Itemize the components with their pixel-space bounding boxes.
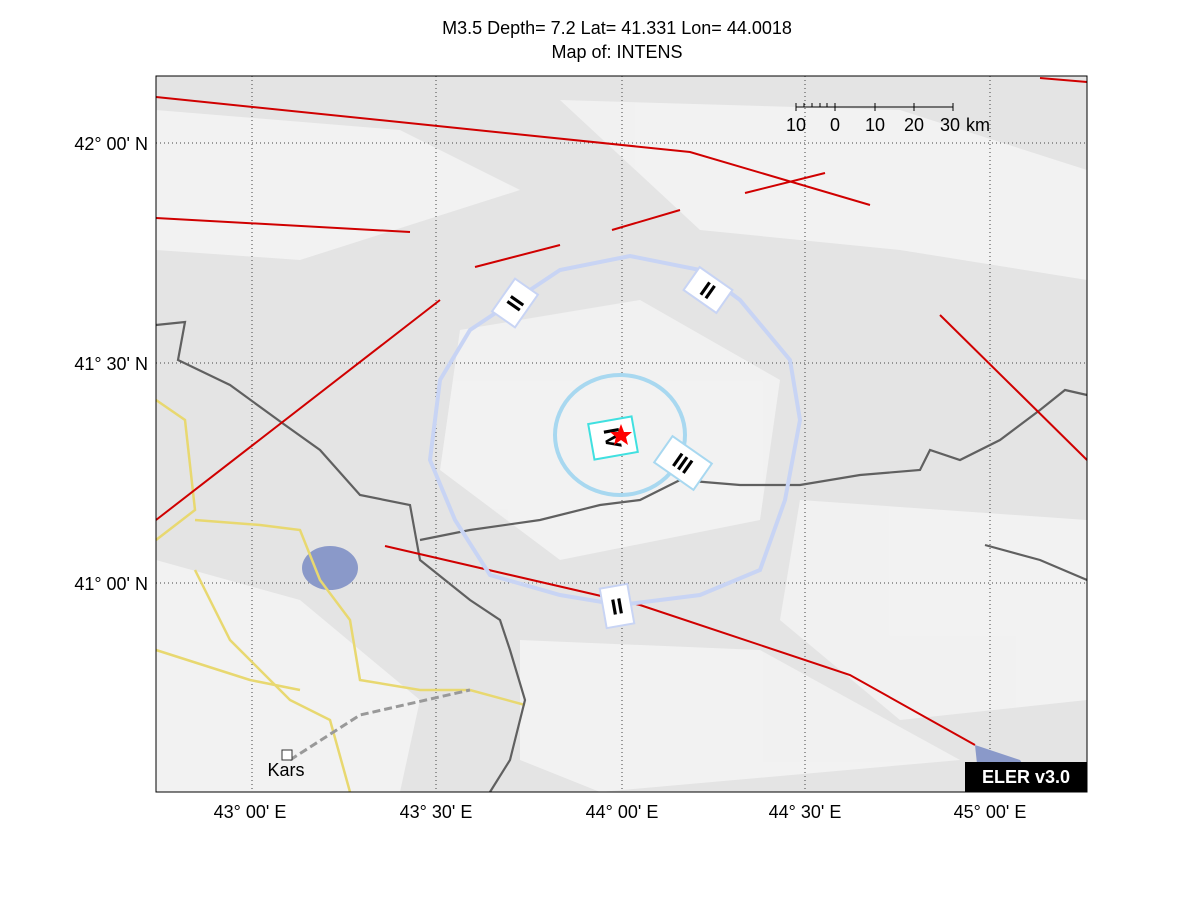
place-label: Kars bbox=[267, 760, 304, 780]
title-line: Map of: INTENS bbox=[551, 42, 682, 62]
scale-label: 10 bbox=[786, 115, 806, 135]
contour bbox=[427, 253, 803, 608]
lat-label: 41° 30' N bbox=[74, 354, 148, 374]
watermark: ELER v3.0 bbox=[982, 767, 1070, 787]
lat-label: 41° 00' N bbox=[74, 574, 148, 594]
map: II II III IV II Kars bbox=[155, 75, 1088, 793]
map-frame bbox=[155, 75, 1088, 793]
contour bbox=[553, 373, 687, 497]
place-marker bbox=[281, 749, 293, 761]
borders bbox=[155, 320, 1088, 793]
lon-label: 44° 30' E bbox=[769, 802, 842, 822]
lat-label: 42° 00' N bbox=[74, 134, 148, 154]
scale-bar: 10 0 10 20 30 km bbox=[786, 103, 990, 135]
title-line: M3.5 Depth= 7.2 Lat= 41.331 Lon= 44.0018 bbox=[442, 18, 792, 38]
scale-label: 20 bbox=[904, 115, 924, 135]
watermark-box bbox=[965, 762, 1087, 792]
roads bbox=[155, 398, 526, 793]
scale-label: 10 bbox=[865, 115, 885, 135]
lon-label: 43° 30' E bbox=[400, 802, 473, 822]
intensity-contours: II II III IV II bbox=[427, 253, 803, 630]
lon-label: 43° 00' E bbox=[214, 802, 287, 822]
terrain bbox=[156, 100, 1087, 792]
lake bbox=[302, 546, 358, 590]
scale-unit: km bbox=[966, 115, 990, 135]
lon-label: 44° 00' E bbox=[586, 802, 659, 822]
lon-label: 45° 00' E bbox=[954, 802, 1027, 822]
faults bbox=[155, 77, 1088, 746]
grid bbox=[156, 76, 1087, 792]
epicenter bbox=[610, 424, 632, 445]
scale-label: 30 bbox=[940, 115, 960, 135]
scale-label: 0 bbox=[830, 115, 840, 135]
contour-label: II bbox=[609, 593, 625, 620]
